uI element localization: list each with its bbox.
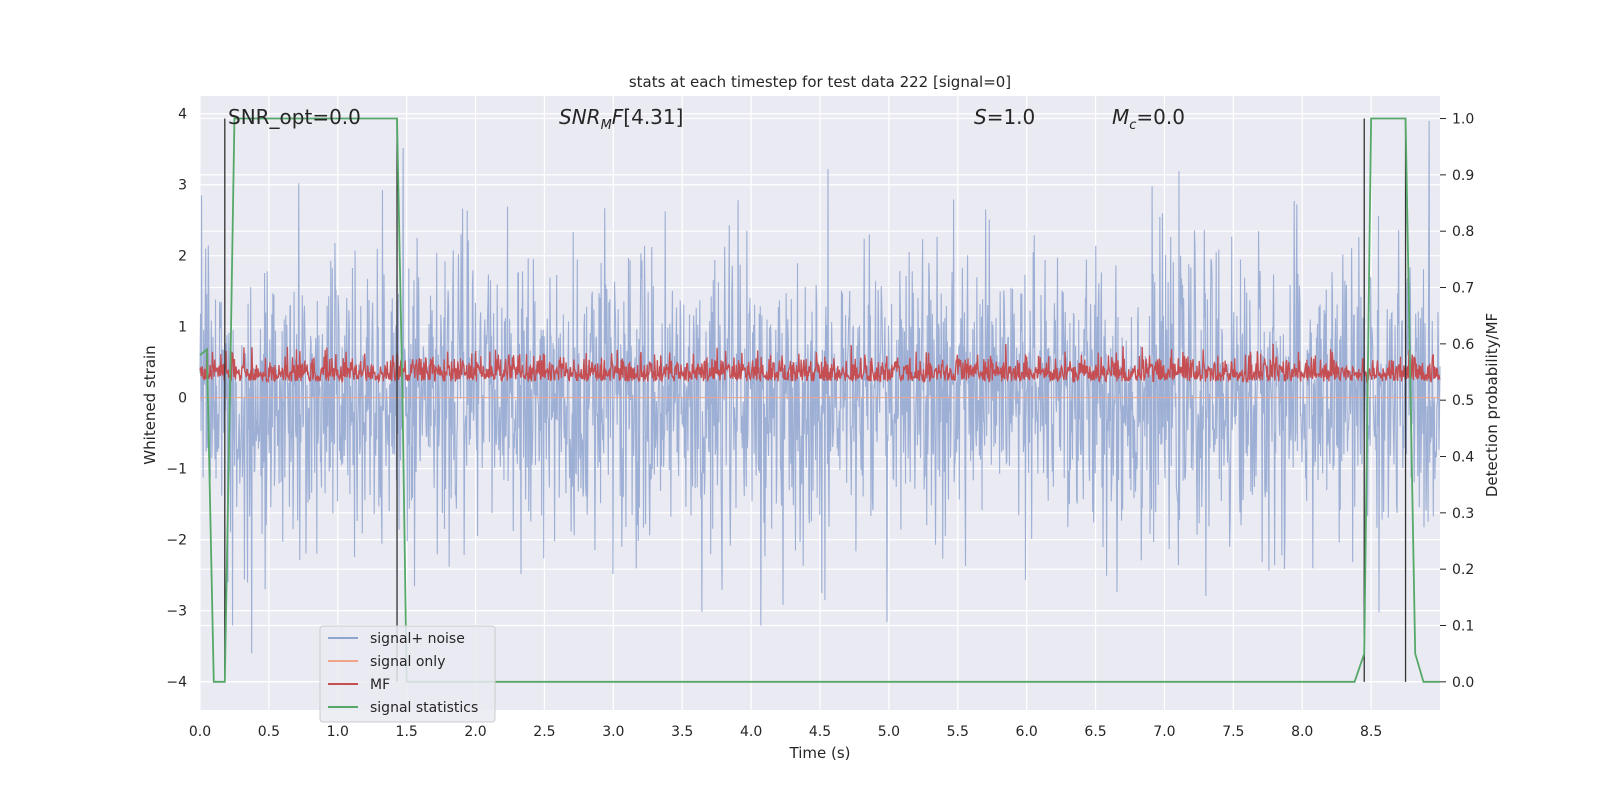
- y-right-tick-label: 0.5: [1452, 393, 1474, 409]
- signal-statistics-series: [199, 117, 1440, 683]
- y-right-tick-label: 1.0: [1452, 112, 1474, 128]
- y-left-axis-title: Whitened strain: [141, 345, 159, 464]
- signal-statistics-line: [199, 117, 1440, 683]
- annotation-snr-opt: SNR_opt=0.0: [228, 105, 361, 129]
- signal-noise-series: [199, 120, 1441, 654]
- x-tick-label: 1.0: [327, 724, 349, 740]
- x-tick-label: 1.5: [396, 724, 418, 740]
- mf-line: [199, 343, 1441, 384]
- x-tick-label: 0.5: [258, 724, 280, 740]
- annotation-snr-mf: SNRMF[4.31]: [559, 105, 683, 133]
- x-tick-label: 3.0: [602, 724, 624, 740]
- x-tick-label: 8.0: [1291, 724, 1313, 740]
- y-right-tick-label: 0.1: [1452, 619, 1474, 635]
- x-tick-label: 2.5: [533, 724, 555, 740]
- x-tick-label: 7.0: [1153, 724, 1175, 740]
- x-tick-label: 5.5: [947, 724, 969, 740]
- chart-title: stats at each timestep for test data 222…: [629, 73, 1011, 91]
- x-tick-label: 4.5: [809, 724, 831, 740]
- legend-label-signal-only: signal only: [370, 654, 445, 670]
- x-tick-label: 0.0: [189, 724, 211, 740]
- y-left-tick-label: 4: [178, 107, 187, 123]
- x-tick-label: 8.5: [1360, 724, 1382, 740]
- legend-box: [319, 625, 496, 723]
- y-left-tick-labels: −4 −3 −2 −1 0 1 2 3 4: [166, 107, 187, 691]
- y-right-tick-label: 0.6: [1452, 337, 1474, 353]
- y-left-tick-label: −1: [166, 462, 187, 478]
- y-right-tick-label: 0.7: [1452, 281, 1474, 297]
- x-tick-label: 5.0: [878, 724, 900, 740]
- x-tick-label: 3.5: [671, 724, 693, 740]
- y-right-tick-label: 0.9: [1452, 168, 1474, 184]
- mf-series: [199, 343, 1441, 384]
- y-right-tick-label: 0.0: [1452, 675, 1474, 691]
- annotation-mc: Mc=0.0: [1112, 105, 1185, 133]
- annotation-s-value: =1.0: [987, 105, 1036, 129]
- y-right-tick-label: 0.2: [1452, 562, 1474, 578]
- y-left-tick-label: 0: [178, 391, 187, 407]
- y-left-tick-label: 1: [178, 320, 187, 336]
- y-left-tick-label: 2: [178, 249, 187, 265]
- signal-noise-line: [199, 120, 1441, 654]
- legend: signal+ noise signal only MF signal stat…: [319, 625, 496, 723]
- legend-label-mf: MF: [370, 677, 390, 693]
- x-tick-label: 6.0: [1016, 724, 1038, 740]
- y-left-tick-label: −3: [166, 604, 187, 620]
- annotation-snr-mf-value: [4.31]: [623, 105, 683, 129]
- x-tick-label: 2.0: [464, 724, 486, 740]
- y-right-tick-label: 0.3: [1452, 506, 1474, 522]
- y-right-tick-labels: 0.0 0.1 0.2 0.3 0.4 0.5 0.6 0.7 0.8 0.9 1.0: [1440, 112, 1474, 691]
- y-right-axis-title: Detection probability/MF: [1483, 313, 1501, 497]
- legend-label-signal-statistics: signal statistics: [370, 700, 478, 716]
- y-left-tick-label: 3: [178, 178, 187, 194]
- annotation-mc-value: =0.0: [1136, 105, 1185, 129]
- x-tick-label: 6.5: [1084, 724, 1106, 740]
- y-left-tick-label: −4: [166, 675, 187, 691]
- x-tick-label: 4.0: [740, 724, 762, 740]
- y-left-tick-label: −2: [166, 533, 187, 549]
- legend-label-signal-noise: signal+ noise: [370, 631, 465, 647]
- x-axis-title: Time (s): [789, 744, 851, 762]
- y-right-tick-label: 0.4: [1452, 450, 1474, 466]
- y-right-tick-label: 0.8: [1452, 224, 1474, 240]
- x-tick-label: 7.5: [1222, 724, 1244, 740]
- annotation-s: S=1.0: [974, 105, 1035, 129]
- x-tick-labels: 0.0 0.5 1.0 1.5 2.0 2.5 3.0 3.5 4.0 4.5 5.0 5.5 6.0 6…: [189, 724, 1382, 740]
